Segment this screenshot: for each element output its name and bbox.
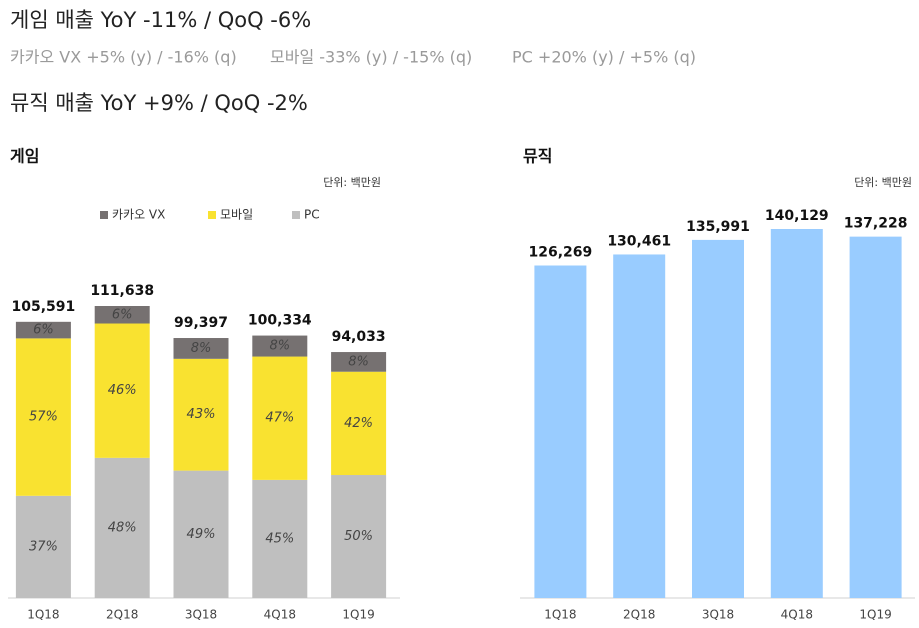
segment-label: 6% bbox=[33, 323, 54, 338]
bar-segment bbox=[94, 457, 150, 598]
bar bbox=[613, 254, 666, 599]
total-label: 111,638 bbox=[90, 283, 154, 299]
x-tick-label: 4Q18 bbox=[781, 608, 813, 622]
unit-label: 단위: 백만원 bbox=[323, 176, 381, 189]
bar-segment bbox=[331, 475, 387, 598]
segment-label: 42% bbox=[344, 416, 373, 431]
value-label: 137,228 bbox=[844, 216, 908, 232]
bar-segment bbox=[15, 321, 71, 339]
bar bbox=[692, 239, 744, 598]
legend-label: PC bbox=[304, 208, 320, 222]
value-label: 140,129 bbox=[765, 208, 829, 224]
bar bbox=[849, 236, 902, 599]
legend-label: 카카오 VX bbox=[112, 208, 165, 222]
bar bbox=[534, 265, 587, 598]
segment-label: 57% bbox=[29, 410, 58, 425]
segment-label: 6% bbox=[112, 307, 133, 322]
bar-segment bbox=[252, 335, 308, 357]
legend-swatch bbox=[208, 211, 216, 219]
value-label: 130,461 bbox=[607, 233, 671, 249]
legend-swatch bbox=[292, 211, 300, 219]
bar-segment bbox=[331, 371, 387, 476]
x-tick-label: 2Q18 bbox=[623, 608, 655, 622]
bar-segment bbox=[94, 306, 150, 324]
bar-segment bbox=[252, 356, 308, 480]
x-tick-label: 3Q18 bbox=[702, 608, 734, 622]
total-label: 94,033 bbox=[332, 329, 386, 345]
segment-label: 46% bbox=[108, 383, 137, 398]
x-tick-label: 4Q18 bbox=[264, 608, 296, 622]
breakdown-vx: 카카오 VX +5% (y) / -16% (q) bbox=[10, 48, 237, 67]
segment-label: 48% bbox=[108, 520, 137, 535]
x-tick-label: 2Q18 bbox=[106, 608, 138, 622]
game-revenue-headline: 게임 매출 YoY -11% / QoQ -6% bbox=[10, 8, 311, 32]
x-tick-label: 1Q19 bbox=[859, 608, 891, 622]
segment-label: 8% bbox=[191, 341, 212, 356]
segment-label: 37% bbox=[29, 539, 58, 554]
bar-segment bbox=[94, 323, 150, 458]
segment-label: 50% bbox=[344, 529, 373, 544]
breakdown-pc: PC +20% (y) / +5% (q) bbox=[512, 48, 696, 67]
total-label: 100,334 bbox=[248, 313, 312, 329]
x-tick-label: 1Q18 bbox=[27, 608, 59, 622]
total-label: 105,591 bbox=[12, 299, 76, 315]
legend-label: 모바일 bbox=[220, 208, 253, 222]
x-tick-label: 1Q18 bbox=[544, 608, 576, 622]
unit-label: 단위: 백만원 bbox=[854, 176, 912, 189]
segment-label: 47% bbox=[265, 411, 294, 426]
x-tick-label: 3Q18 bbox=[185, 608, 217, 622]
bar-segment bbox=[173, 358, 229, 471]
bar-segment bbox=[15, 338, 71, 496]
bar-segment bbox=[331, 352, 387, 372]
value-label: 135,991 bbox=[686, 219, 750, 235]
total-label: 99,397 bbox=[174, 315, 228, 331]
bar-segment bbox=[252, 479, 308, 598]
bar-segment bbox=[173, 338, 229, 359]
chart-title: 게임 bbox=[10, 147, 39, 166]
value-label: 126,269 bbox=[529, 244, 593, 260]
segment-label: 49% bbox=[187, 527, 216, 542]
bar bbox=[770, 229, 823, 598]
bar-segment bbox=[15, 495, 71, 598]
breakdown-mobile: 모바일 -33% (y) / -15% (q) bbox=[270, 48, 472, 67]
segment-label: 8% bbox=[348, 354, 369, 369]
segment-label: 43% bbox=[187, 407, 216, 422]
bar-segment bbox=[173, 470, 229, 598]
x-tick-label: 1Q19 bbox=[342, 608, 374, 622]
segment-label: 8% bbox=[269, 339, 290, 354]
segment-label: 45% bbox=[265, 531, 294, 546]
legend-swatch bbox=[100, 211, 108, 219]
chart-title: 뮤직 bbox=[523, 147, 552, 166]
music-revenue-headline: 뮤직 매출 YoY +9% / QoQ -2% bbox=[10, 91, 308, 115]
